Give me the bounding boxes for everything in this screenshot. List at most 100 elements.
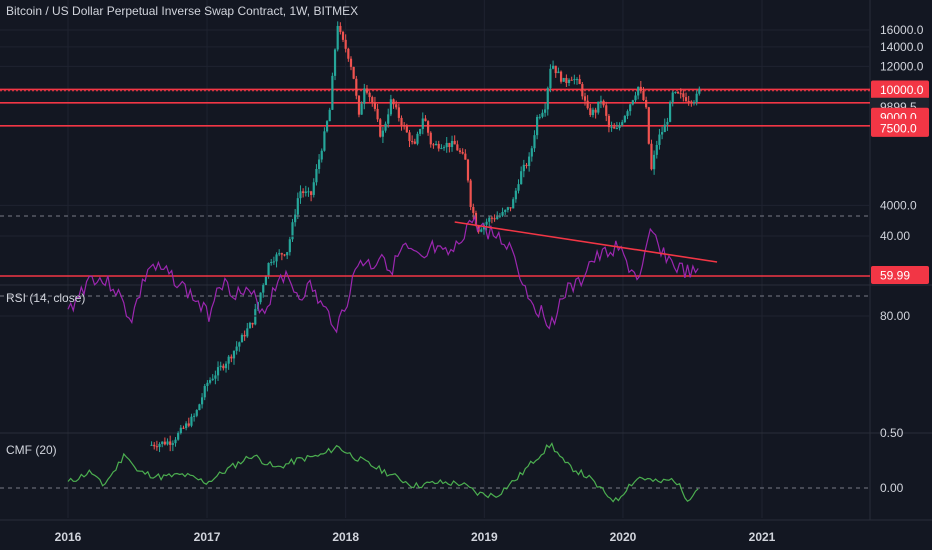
candle-body xyxy=(504,209,507,213)
candle-body xyxy=(248,322,252,329)
candle-body xyxy=(456,144,459,151)
candle-body xyxy=(166,441,169,445)
price-tick-label: 14000.0 xyxy=(880,40,924,54)
cmf-pane-title: CMF (20) xyxy=(6,443,57,457)
candle-body xyxy=(658,134,661,145)
candle-body xyxy=(232,350,236,359)
candle-body xyxy=(663,124,666,133)
candle-body xyxy=(169,441,172,445)
candle-body xyxy=(272,261,275,263)
rsi-tick-label: 40.00 xyxy=(880,229,910,243)
x-tick-label-2017: 2017 xyxy=(194,530,221,544)
candle-body xyxy=(432,144,435,146)
candle-body xyxy=(216,367,220,376)
candle-body xyxy=(634,95,637,101)
candle-body xyxy=(365,88,369,93)
candle-body xyxy=(150,444,153,446)
candle-body xyxy=(161,441,164,445)
price-tick-label: 12000.0 xyxy=(880,59,924,73)
candle-body xyxy=(153,444,156,447)
candle-body xyxy=(307,191,310,193)
candle-body xyxy=(440,148,443,150)
candle-body xyxy=(384,123,387,131)
candle-body xyxy=(360,103,363,115)
candle-body xyxy=(671,92,674,103)
candle-body xyxy=(264,276,268,286)
candle-body xyxy=(227,356,230,364)
candle-body xyxy=(341,31,345,40)
candle-body xyxy=(583,96,587,101)
candle-body xyxy=(642,90,645,100)
candle-body xyxy=(371,97,374,103)
candle-body xyxy=(267,262,270,277)
candle-body xyxy=(674,91,677,93)
candle-body xyxy=(302,191,305,193)
candle-body xyxy=(328,109,331,122)
candle-body xyxy=(416,133,419,144)
candle-body xyxy=(397,107,400,118)
price-tick-label: 16000.0 xyxy=(880,23,924,37)
candle-body xyxy=(589,108,592,116)
candle-body xyxy=(618,125,621,129)
candle-body xyxy=(206,382,209,387)
candle-body xyxy=(421,118,424,129)
candle-body xyxy=(551,65,555,69)
candle-body xyxy=(259,292,262,303)
candle-body xyxy=(347,48,350,59)
candle-body xyxy=(373,102,377,109)
candle-body xyxy=(544,109,547,113)
candle-body xyxy=(437,143,440,149)
candle-body xyxy=(355,78,358,96)
candle-body xyxy=(190,416,193,426)
candle-body xyxy=(626,111,629,116)
candle-body xyxy=(214,375,217,379)
candle-body xyxy=(179,427,182,434)
candle-body xyxy=(629,104,632,112)
rsi-line xyxy=(67,214,699,334)
candle-body xyxy=(536,116,539,136)
candle-body xyxy=(254,309,257,325)
candle-body xyxy=(474,212,478,226)
candle-body xyxy=(687,101,690,103)
candle-body xyxy=(235,346,238,351)
candle-body xyxy=(666,121,669,125)
rsi-trendline xyxy=(454,221,718,263)
candle-body xyxy=(655,144,658,155)
candle-body xyxy=(251,322,254,325)
candle-body xyxy=(211,378,214,381)
candle-body xyxy=(567,79,571,84)
candle-body xyxy=(528,156,531,167)
candle-body xyxy=(450,140,454,147)
candle-body xyxy=(304,191,307,193)
candle-body xyxy=(496,216,499,220)
candle-body xyxy=(357,95,361,115)
candle-body xyxy=(243,334,246,337)
candle-body xyxy=(514,190,517,200)
candle-body xyxy=(602,100,605,106)
candle-body xyxy=(615,128,618,130)
candle-body xyxy=(575,79,579,81)
x-tick-label-2020: 2020 xyxy=(610,530,637,544)
candle-body xyxy=(317,159,321,169)
candle-body xyxy=(177,433,180,440)
candle-body xyxy=(517,184,520,191)
candle-body xyxy=(695,93,698,103)
candle-body xyxy=(562,77,565,82)
candle-body xyxy=(605,105,608,116)
candle-body xyxy=(623,115,626,123)
candle-body xyxy=(647,107,650,144)
candle-body xyxy=(650,143,653,170)
candle-body xyxy=(469,180,472,207)
candle-body xyxy=(565,77,568,84)
candle-body xyxy=(310,191,313,195)
candle-body xyxy=(230,356,233,359)
candle-body xyxy=(363,88,366,104)
candle-body xyxy=(368,92,371,98)
candle-body xyxy=(312,182,315,195)
candle-body xyxy=(275,254,278,262)
candle-body xyxy=(219,365,222,368)
candle-body xyxy=(203,386,206,398)
candle-body xyxy=(193,415,196,417)
